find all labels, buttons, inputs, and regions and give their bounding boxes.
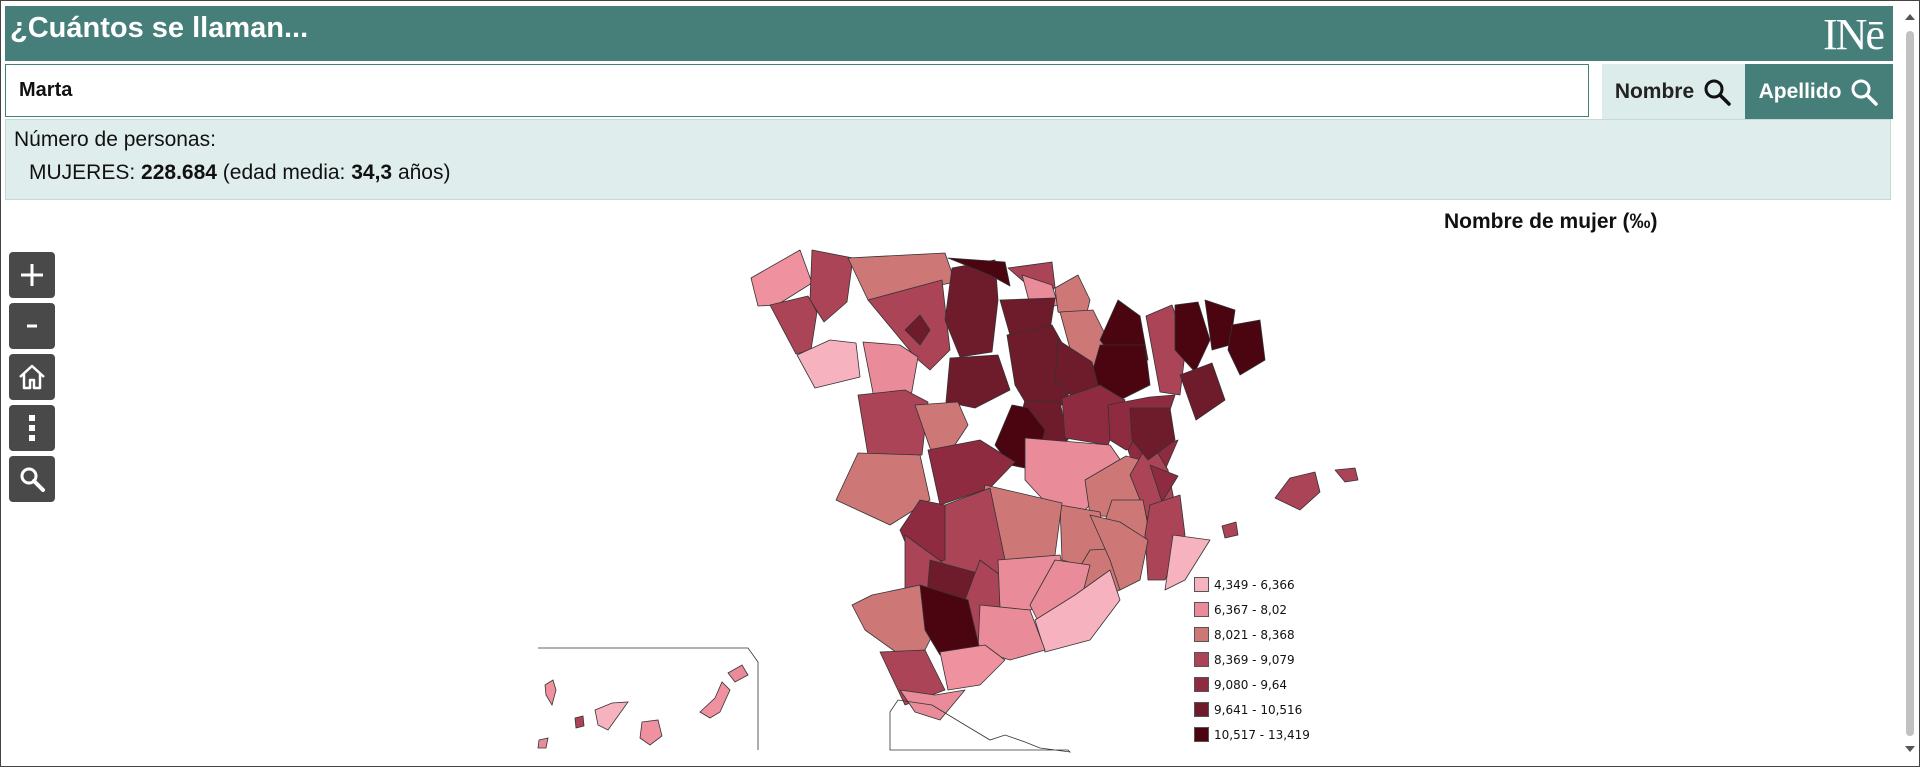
legend-item: 8,369 - 9,079 xyxy=(1194,647,1310,672)
results-panel: Número de personas: MUJERES: 228.684 (ed… xyxy=(5,119,1891,200)
nombre-button[interactable]: Nombre xyxy=(1602,64,1745,119)
zoom-out-button[interactable] xyxy=(9,303,55,349)
apellido-button[interactable]: Apellido xyxy=(1745,64,1893,119)
header: ¿Cuántos se llaman... INē xyxy=(5,6,1893,61)
legend-item: 9,080 - 9,64 xyxy=(1194,672,1310,697)
legend-swatch xyxy=(1194,727,1209,742)
map-search-button[interactable] xyxy=(9,456,55,502)
avg-age-suffix: años) xyxy=(397,161,451,184)
scroll-thumb[interactable] xyxy=(1906,31,1914,736)
name-search-input[interactable] xyxy=(5,64,1589,117)
legend-label: 8,369 - 9,079 xyxy=(1214,652,1295,667)
people-count-label: Número de personas: xyxy=(14,128,216,151)
spain-map[interactable] xyxy=(530,235,1370,755)
search-icon xyxy=(20,467,45,492)
women-count-line: MUJERES: 228.684 (edad media: 34,3 años) xyxy=(29,161,450,185)
legend-swatch xyxy=(1194,602,1209,617)
home-icon xyxy=(19,364,45,390)
legend-label: 8,021 - 8,368 xyxy=(1214,627,1295,642)
legend-item: 4,349 - 6,366 xyxy=(1194,572,1310,597)
more-options-button[interactable] xyxy=(9,405,55,451)
legend-label: 10,517 - 13,419 xyxy=(1214,727,1310,742)
women-count: 228.684 xyxy=(141,161,217,184)
legend-swatch xyxy=(1194,677,1209,692)
search-icon xyxy=(1704,79,1731,106)
legend-item: 10,517 - 13,419 xyxy=(1194,722,1310,747)
apellido-label: Apellido xyxy=(1758,79,1842,103)
legend-label: 4,349 - 6,366 xyxy=(1214,577,1295,592)
more-vertical-icon xyxy=(29,415,35,441)
legend-label: 6,367 - 8,02 xyxy=(1214,602,1288,617)
search-bar: Nombre Apellido xyxy=(5,64,1893,119)
legend-swatch xyxy=(1194,627,1209,642)
nombre-label: Nombre xyxy=(1614,79,1695,103)
avg-age-value: 34,3 xyxy=(351,161,393,184)
legend-swatch xyxy=(1194,652,1209,667)
scroll-down-icon[interactable] xyxy=(1903,742,1917,756)
avg-age-prefix: (edad media: xyxy=(222,161,346,184)
legend-item: 6,367 - 8,02 xyxy=(1194,597,1310,622)
zoom-in-button[interactable] xyxy=(9,252,55,298)
legend-item: 8,021 - 8,368 xyxy=(1194,622,1310,647)
ine-logo: INē xyxy=(1823,10,1885,59)
legend-swatch xyxy=(1194,577,1209,592)
search-icon xyxy=(1851,79,1879,106)
map-title: Nombre de mujer (‰) xyxy=(1444,210,1658,233)
legend-label: 9,080 - 9,64 xyxy=(1214,677,1288,692)
zoom-out-icon xyxy=(27,324,37,328)
scroll-up-icon[interactable] xyxy=(1903,10,1917,24)
zoom-in-icon xyxy=(21,264,43,286)
vertical-scrollbar[interactable] xyxy=(1903,6,1917,758)
legend-label: 9,641 - 10,516 xyxy=(1214,702,1303,717)
home-button[interactable] xyxy=(9,354,55,400)
gender-label: MUJERES: xyxy=(29,161,136,184)
legend-item: 9,641 - 10,516 xyxy=(1194,697,1310,722)
map-legend: 4,349 - 6,366 6,367 - 8,02 8,021 - 8,368… xyxy=(1194,572,1310,747)
page-title: ¿Cuántos se llaman... xyxy=(10,12,309,44)
legend-swatch xyxy=(1194,702,1209,717)
